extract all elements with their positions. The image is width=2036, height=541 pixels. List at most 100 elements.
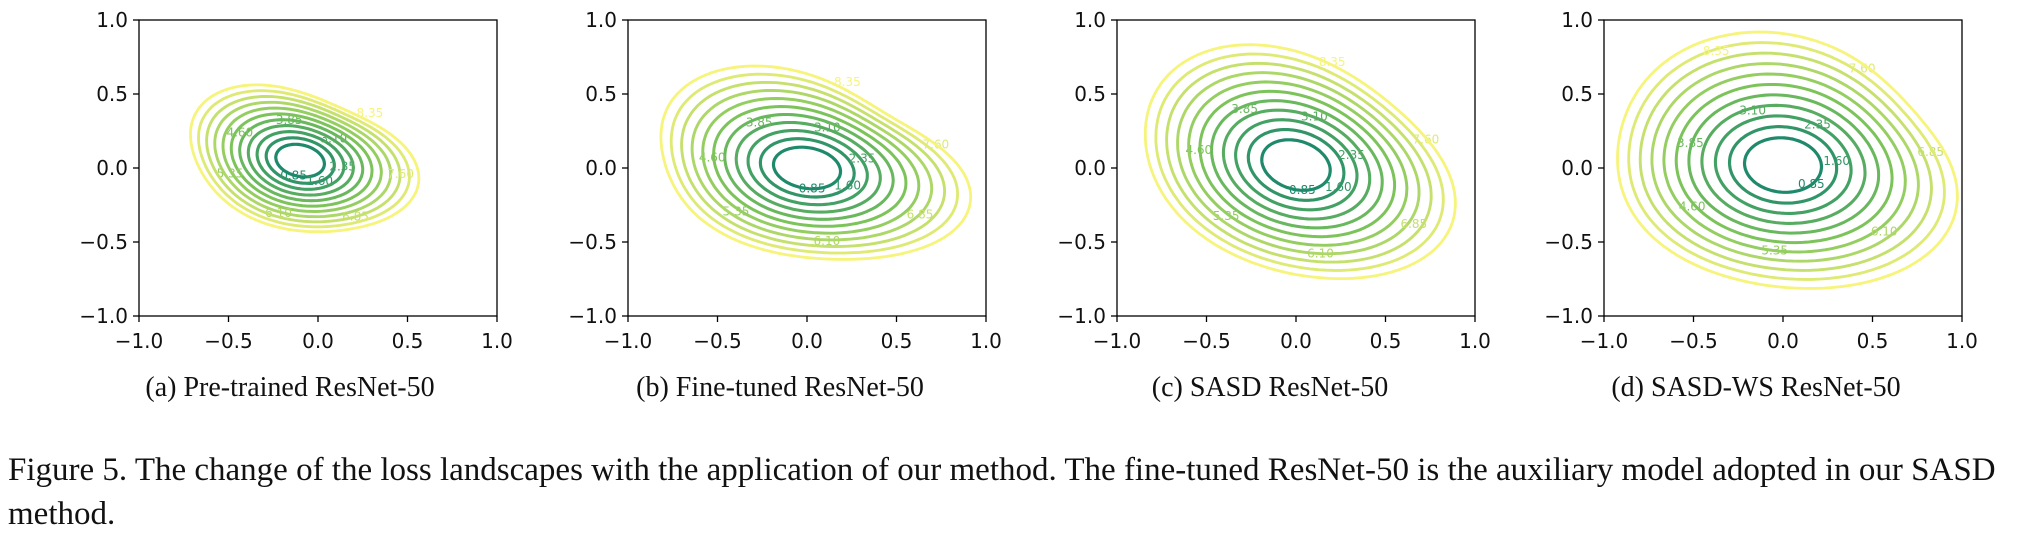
x-tick-label: −0.5: [1669, 329, 1718, 353]
contour-panel-0: 0.85 1.602.353.103.854.605.356.10 6.857.60…: [79, 8, 512, 353]
contour-level-9: [197, 89, 411, 229]
contour-level-2: [255, 130, 346, 191]
contour-label-6: 5.35: [723, 204, 750, 218]
contour-label-8: 6.85: [1400, 217, 1427, 231]
y-tick-label: 1.0: [1074, 8, 1106, 32]
contour-level-5: [712, 104, 908, 228]
contour-level-3: [246, 124, 355, 197]
contour-label-5: 4.60: [699, 150, 726, 164]
contour-level-10: [1143, 43, 1457, 280]
y-tick-label: 0.0: [1561, 156, 1593, 180]
y-tick-label: −1.0: [79, 304, 128, 328]
contour-level-3: [1700, 103, 1867, 225]
x-tick-label: 1.0: [481, 329, 513, 353]
contour-level-0: [1260, 138, 1332, 192]
y-tick-label: −1.0: [568, 304, 617, 328]
contour-level-8: [1638, 51, 1933, 272]
contour-label-6: 5.35: [1761, 243, 1788, 257]
contour-label-10: 8.35: [1703, 44, 1730, 58]
subcaption-c: (c) SASD ResNet-50: [1151, 372, 1389, 403]
contour-label-3: 3.10: [1739, 104, 1766, 118]
x-tick-label: 1.0: [1946, 329, 1978, 353]
figure-caption: Figure 5. The change of the loss landsca…: [8, 448, 2028, 536]
y-tick-label: 0.5: [1561, 82, 1593, 106]
contour-label-9: 7.60: [387, 167, 414, 181]
contour-level-7: [1176, 71, 1421, 256]
y-tick-label: −0.5: [79, 230, 128, 254]
contour-level-7: [213, 100, 393, 219]
y-tick-label: 1.0: [1561, 8, 1593, 32]
contour-label-8: 6.85: [1917, 145, 1944, 159]
x-tick-label: 0.0: [302, 329, 334, 353]
x-tick-label: 0.5: [1857, 329, 1889, 353]
y-tick-label: −1.0: [1057, 304, 1106, 328]
y-tick-label: −0.5: [1544, 230, 1593, 254]
subcaption-d: (d) SASD-WS ResNet-50: [1611, 372, 1901, 403]
contour-level-0: [771, 145, 843, 191]
contour-level-10: [189, 83, 421, 234]
contour-label-3: 3.10: [320, 131, 347, 145]
contour-level-1: [1246, 128, 1346, 202]
contour-level-5: [229, 112, 374, 208]
contour-level-6: [1662, 72, 1907, 254]
contour-level-1: [1727, 125, 1839, 205]
subcaption-b: (b) Fine-tuned ResNet-50: [636, 372, 924, 403]
x-tick-label: −1.0: [1093, 329, 1142, 353]
contour-label-7: 6.10: [1307, 246, 1334, 260]
contour-label-5: 4.60: [1185, 143, 1212, 157]
contour-label-4: 3.85: [1231, 102, 1258, 116]
contour-level-5: [1198, 89, 1397, 239]
figure-label: Figure 5.: [8, 452, 128, 488]
contour-label-1: 1.60: [1823, 154, 1850, 168]
contour-level-6: [221, 106, 383, 213]
contour-panel-1: 0.85 1.602.353.103.854.605.356.106.857.60…: [568, 8, 1001, 353]
contour-label-7: 6.10: [1871, 224, 1898, 238]
contour-label-3: 3.10: [1301, 110, 1328, 124]
contour-level-8: [1165, 61, 1433, 264]
contour-label-1: 1.60: [834, 178, 861, 192]
contour-label-10: 8.35: [1319, 55, 1346, 69]
contour-level-9: [1627, 41, 1946, 281]
contour-level-10: [659, 64, 973, 261]
contour-level-1: [758, 137, 856, 199]
contour-label-2: 2.35: [1804, 118, 1831, 132]
y-tick-label: −0.5: [1057, 230, 1106, 254]
y-tick-label: −0.5: [568, 230, 617, 254]
y-tick-label: −1.0: [1544, 304, 1593, 328]
x-tick-label: 0.0: [1767, 329, 1799, 353]
contour-label-4: 3.85: [1677, 136, 1704, 150]
axes-frame: [138, 19, 498, 317]
x-tick-label: 0.5: [1370, 329, 1402, 353]
contour-label-4: 3.85: [746, 115, 773, 129]
x-tick-label: −0.5: [1182, 329, 1231, 353]
x-tick-label: −1.0: [1580, 329, 1629, 353]
figure-caption-text: The change of the loss landscapes with t…: [8, 452, 1996, 532]
contour-label-5: 4.60: [226, 125, 253, 139]
x-tick-label: 0.0: [1280, 329, 1312, 353]
contour-label-2: 2.35: [329, 160, 356, 174]
contour-level-8: [680, 80, 947, 248]
x-tick-label: 1.0: [1459, 329, 1491, 353]
contour-level-2: [1234, 118, 1359, 212]
contour-label-8: 6.85: [907, 208, 934, 222]
axes-frame: [627, 19, 987, 317]
contour-label-10: 8.35: [834, 75, 861, 89]
y-tick-label: 0.5: [96, 82, 128, 106]
contour-level-4: [1209, 99, 1384, 230]
contour-level-7: [690, 89, 934, 242]
contour-level-0: [274, 142, 326, 179]
x-tick-label: 1.0: [970, 329, 1002, 353]
y-tick-label: 0.0: [585, 156, 617, 180]
subcaption-a: (a) Pre-trained ResNet-50: [145, 372, 435, 403]
x-tick-label: 0.0: [791, 329, 823, 353]
y-tick-label: 1.0: [96, 8, 128, 32]
y-tick-label: 1.0: [585, 8, 617, 32]
x-tick-label: −0.5: [693, 329, 742, 353]
y-tick-label: 0.5: [585, 82, 617, 106]
contour-label-7: 6.10: [814, 234, 841, 248]
x-tick-label: −0.5: [204, 329, 253, 353]
contour-level-2: [746, 129, 869, 207]
contour-level-10: [1616, 30, 1959, 290]
contour-panel-2: 0.85 1.602.353.103.854.605.356.106.857.60…: [1057, 8, 1490, 353]
contour-level-2: [1713, 114, 1853, 215]
